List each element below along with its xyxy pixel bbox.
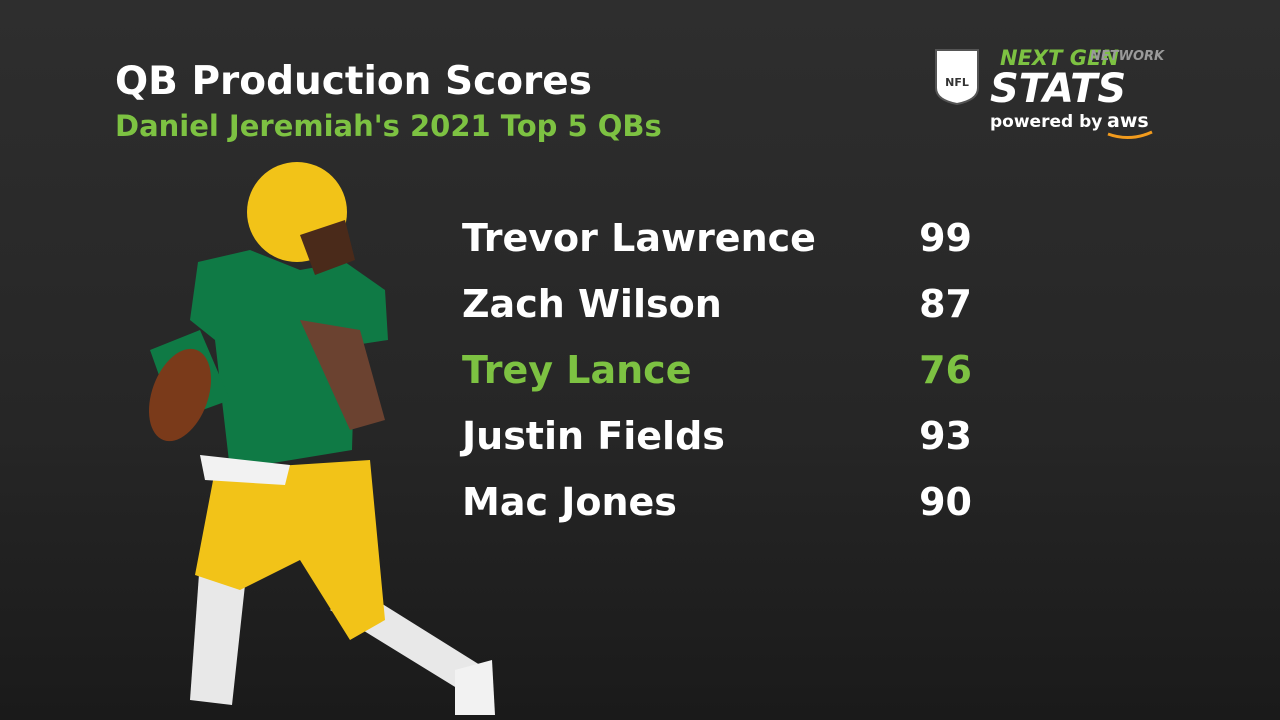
powered-by: powered by [990, 112, 1102, 132]
score: 93 [919, 414, 972, 458]
face [300, 220, 355, 275]
subtitle: Daniel Jeremiah's 2021 Top 5 QBs [115, 109, 662, 143]
logo: NFL NEXT GEN NETWORK STATS powered by aw… [935, 46, 1165, 139]
brand-top: NEXT GEN [1000, 46, 1119, 70]
player-name: Trey Lance [462, 348, 691, 392]
score: 76 [919, 348, 972, 392]
player-name: Zach Wilson [462, 282, 722, 326]
score-table: Trevor Lawrence 99 Zach Wilson 87 Trey Lance… [459, 216, 972, 524]
towel [200, 455, 290, 485]
sponsor: aws [1107, 110, 1149, 132]
jersey [190, 250, 388, 470]
brand-main: STATS [990, 66, 1126, 112]
player-name: Trevor Lawrence [462, 216, 816, 260]
shoe [455, 660, 495, 715]
sponsor-smile [1107, 130, 1153, 139]
score: 90 [919, 480, 972, 524]
title: QB Production Scores [115, 59, 592, 104]
nfl-text: NFL [945, 76, 969, 89]
network: NETWORK [1090, 49, 1165, 64]
pants [195, 460, 385, 640]
player-name: Justin Fields [459, 414, 725, 458]
left-leg [190, 560, 245, 705]
nfl-shield [935, 49, 979, 106]
forearm [300, 320, 385, 430]
player-name: Mac Jones [462, 480, 677, 524]
football [148, 348, 212, 442]
player [148, 162, 495, 715]
score: 99 [919, 216, 972, 260]
score: 87 [919, 282, 972, 326]
